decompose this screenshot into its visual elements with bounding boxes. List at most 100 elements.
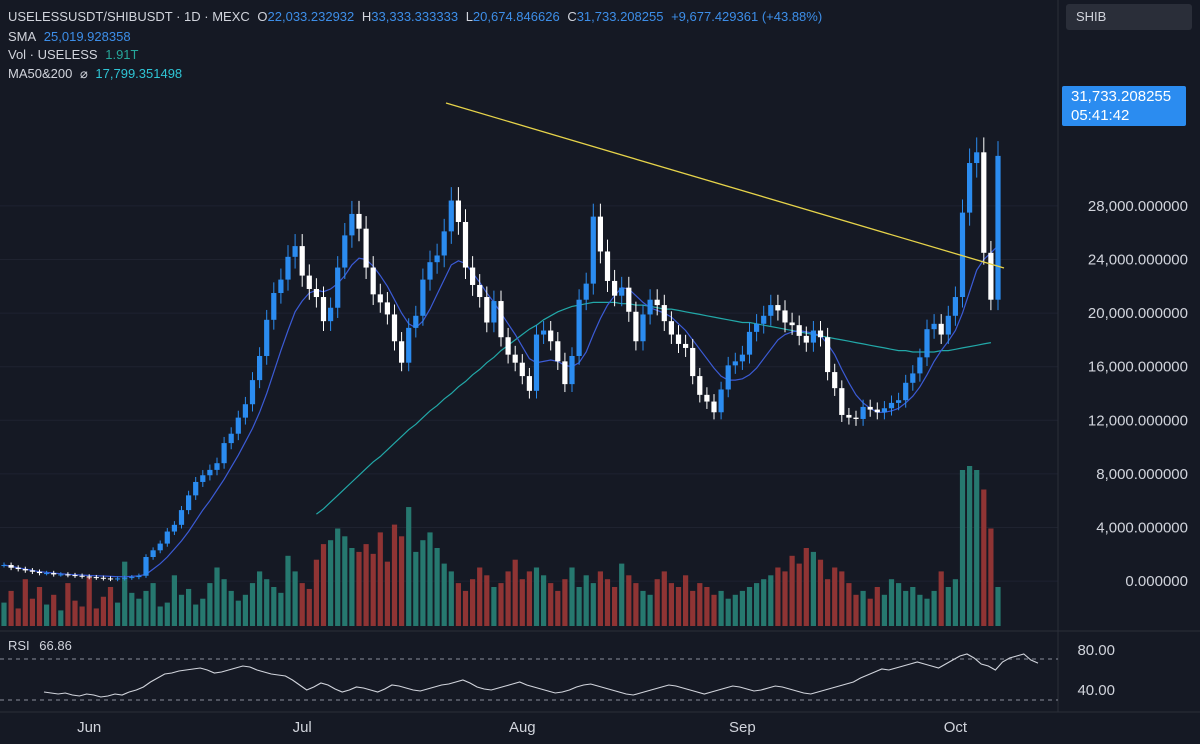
candle-body bbox=[249, 380, 256, 405]
volume-bar bbox=[285, 555, 291, 626]
price-tick-label: 8,000.000000 bbox=[1096, 466, 1188, 483]
volume-bar bbox=[661, 571, 667, 626]
bar-countdown: 05:41:42 bbox=[1071, 107, 1130, 124]
volume-bar bbox=[15, 608, 21, 626]
volume-bar bbox=[739, 590, 745, 626]
candle-body bbox=[917, 357, 923, 374]
candle-body bbox=[462, 221, 469, 268]
candle-body bbox=[519, 362, 525, 377]
symbol-box[interactable]: SHIB bbox=[1066, 4, 1192, 30]
candle-body bbox=[782, 310, 788, 323]
candle-body bbox=[612, 280, 618, 296]
candle-body bbox=[93, 577, 99, 579]
candle-body bbox=[157, 543, 163, 551]
volume-bar bbox=[363, 544, 369, 626]
volume-bars bbox=[1, 466, 1001, 626]
candle-body bbox=[164, 531, 170, 544]
candle-body bbox=[44, 573, 50, 575]
candle-body bbox=[569, 355, 575, 385]
volume-bar bbox=[803, 548, 809, 626]
ma50-path bbox=[316, 301, 992, 515]
low-value: 20,674.846626 bbox=[472, 9, 560, 24]
sma-legend[interactable]: SMA 25,019.928358 bbox=[8, 29, 135, 44]
volume-bar bbox=[484, 575, 490, 626]
volume-bar bbox=[590, 583, 596, 626]
volume-bar bbox=[278, 592, 284, 626]
candle-body bbox=[562, 361, 568, 385]
time-tick-label: Jun bbox=[77, 719, 101, 736]
rsi-legend[interactable]: RSI 66.86 bbox=[8, 638, 72, 653]
volume-bar bbox=[640, 590, 646, 626]
candle-body bbox=[810, 330, 816, 343]
volume-bar bbox=[988, 528, 994, 626]
volume-bar bbox=[150, 583, 156, 626]
candle-body bbox=[186, 495, 192, 511]
candle-body bbox=[761, 315, 767, 324]
time-tick-label: Sep bbox=[729, 719, 756, 736]
volume-bar bbox=[349, 548, 355, 626]
price-axis[interactable]: 28,000.000000 24,000.000000 20,000.000000 1… bbox=[1088, 198, 1188, 590]
volume-bar bbox=[959, 470, 966, 626]
candle-body bbox=[739, 354, 745, 362]
ma-legend[interactable]: MA50&200 ⌀ 17,799.351498 bbox=[8, 66, 186, 82]
volume-bar bbox=[931, 590, 937, 626]
candle-body bbox=[278, 279, 284, 294]
volume-bar bbox=[384, 561, 390, 626]
volume-bar bbox=[193, 604, 199, 626]
volume-bar bbox=[93, 608, 99, 626]
volume-bar bbox=[896, 583, 902, 626]
candle-body bbox=[22, 569, 28, 571]
close-label: C bbox=[567, 9, 577, 24]
pair-title: USELESSUSDT/SHIBUSDT · 1D · MEXC bbox=[8, 9, 250, 24]
time-axis[interactable]: Jun Jul Aug Sep Oct bbox=[77, 719, 968, 736]
time-tick-label: Oct bbox=[944, 719, 968, 736]
sma-label: SMA bbox=[8, 29, 37, 44]
volume-bar bbox=[583, 575, 589, 626]
candle-body bbox=[654, 299, 660, 306]
candle-body bbox=[846, 414, 852, 418]
candle-body bbox=[335, 267, 341, 308]
candle-body bbox=[171, 524, 177, 532]
candle-body bbox=[661, 305, 667, 322]
candle-body bbox=[86, 576, 92, 578]
volume-bar bbox=[306, 588, 312, 626]
volume-bar bbox=[65, 583, 71, 626]
ma-label: MA50&200 bbox=[8, 66, 73, 81]
candle-body bbox=[420, 279, 426, 316]
volume-bar bbox=[86, 577, 92, 626]
candle-body bbox=[51, 573, 57, 575]
sma-value: 25,019.928358 bbox=[43, 29, 131, 44]
candle-body bbox=[974, 152, 980, 164]
candle-body bbox=[867, 406, 873, 410]
candle-body bbox=[881, 408, 887, 413]
candle-body bbox=[15, 567, 21, 570]
candle-body bbox=[967, 163, 973, 213]
candle-body bbox=[668, 321, 674, 335]
candle-body bbox=[36, 571, 43, 574]
candle-body bbox=[888, 402, 895, 409]
volume-bar bbox=[881, 594, 887, 626]
price-tick-label: 16,000.000000 bbox=[1088, 359, 1188, 376]
candle-body bbox=[115, 578, 121, 580]
candle-body bbox=[285, 256, 291, 280]
volume-bar bbox=[910, 587, 916, 626]
candle-body bbox=[903, 382, 909, 401]
volume-bar bbox=[143, 590, 149, 626]
volume-bar bbox=[228, 590, 234, 626]
volume-bar bbox=[768, 575, 774, 626]
volume-bar bbox=[519, 579, 525, 626]
volume-bar bbox=[413, 551, 419, 626]
volume-bar bbox=[675, 587, 682, 626]
time-tick-label: Jul bbox=[293, 719, 312, 736]
candle-body bbox=[683, 343, 689, 348]
volume-bar bbox=[746, 587, 753, 626]
volume-legend[interactable]: Vol · USELESS 1.91T bbox=[8, 47, 142, 62]
volume-bar bbox=[470, 579, 476, 626]
volume-bar bbox=[434, 548, 440, 626]
ma-value: 17,799.351498 bbox=[95, 66, 183, 81]
volume-bar bbox=[718, 590, 724, 626]
last-price-tag: 31,733.208255 05:41:42 bbox=[1062, 86, 1186, 126]
volume-bar bbox=[782, 571, 788, 626]
volume-bar bbox=[924, 598, 930, 626]
